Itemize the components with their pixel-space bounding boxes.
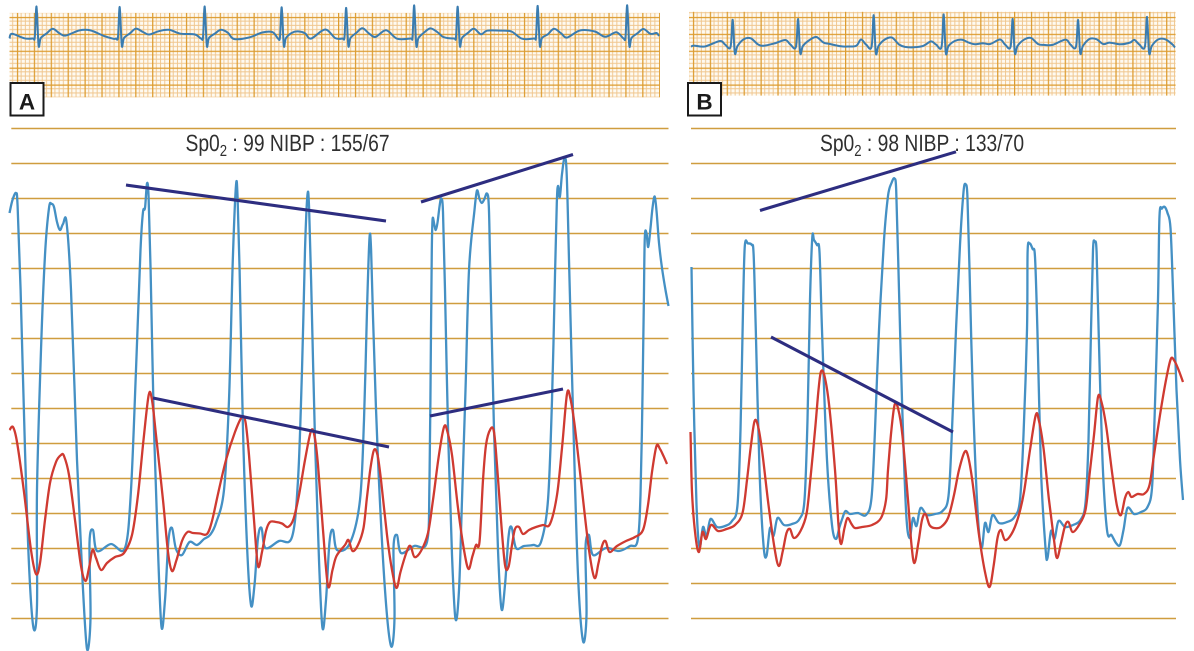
- svg-text:A: A: [19, 90, 35, 115]
- svg-text:Sp02 : 98 NIBP : 133/70: Sp02 : 98 NIBP : 133/70: [820, 130, 1024, 160]
- svg-text:Sp02 : 99 NIBP : 155/67: Sp02 : 99 NIBP : 155/67: [185, 130, 389, 160]
- svg-text:B: B: [696, 90, 712, 115]
